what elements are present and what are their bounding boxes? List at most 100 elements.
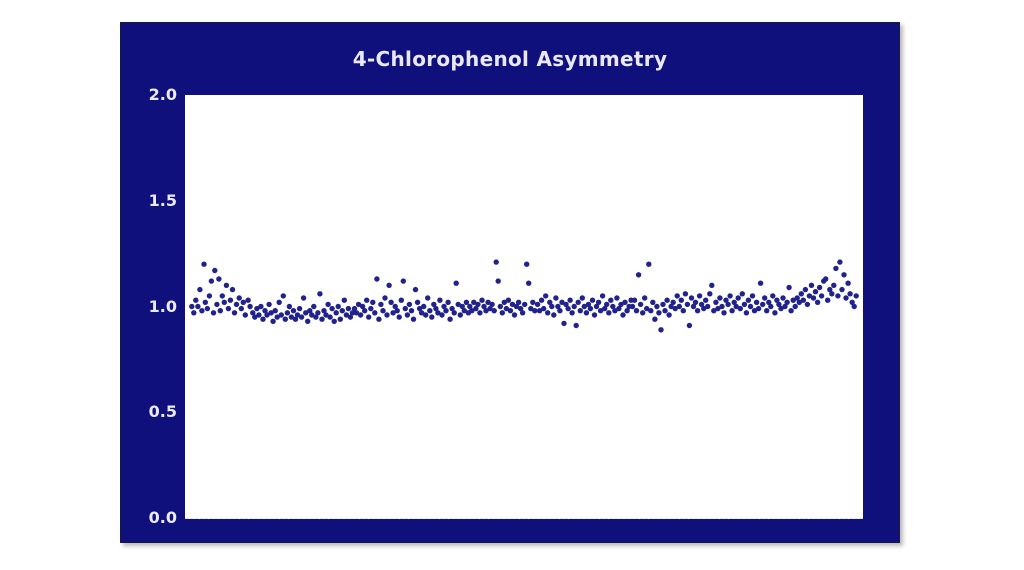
- data-point: [337, 316, 343, 322]
- data-point: [757, 280, 764, 286]
- data-point: [382, 295, 388, 301]
- data-point: [802, 286, 809, 293]
- data-point: [264, 312, 270, 318]
- data-point: [204, 305, 211, 312]
- data-point: [443, 308, 449, 314]
- data-point: [696, 293, 703, 299]
- data-point: [272, 308, 278, 314]
- data-point: [823, 276, 829, 282]
- data-point: [258, 303, 264, 310]
- data-point: [423, 312, 429, 318]
- data-point: [549, 303, 555, 310]
- data-point: [764, 308, 770, 314]
- data-point: [260, 316, 266, 322]
- data-point: [199, 308, 205, 314]
- data-point: [640, 310, 646, 316]
- data-point: [808, 282, 815, 288]
- data-point: [335, 303, 341, 310]
- data-point: [833, 265, 839, 272]
- data-point: [666, 312, 672, 318]
- data-point: [240, 299, 246, 305]
- data-point: [646, 261, 652, 267]
- data-point: [394, 308, 400, 314]
- data-point: [806, 293, 813, 299]
- data-point: [247, 303, 253, 310]
- data-point: [790, 297, 796, 303]
- data-point: [378, 301, 384, 308]
- data-point: [688, 295, 695, 301]
- data-point: [536, 308, 543, 314]
- data-point: [270, 318, 276, 324]
- data-point: [652, 316, 658, 322]
- data-point: [674, 293, 680, 299]
- data-point: [743, 310, 750, 316]
- data-point: [431, 301, 437, 308]
- data-point: [770, 293, 776, 299]
- data-point: [654, 303, 660, 310]
- data-point: [210, 310, 217, 316]
- data-point: [317, 291, 323, 297]
- data-point: [489, 301, 495, 308]
- data-point: [776, 301, 782, 308]
- data-point: [637, 301, 644, 308]
- data-point: [604, 301, 610, 308]
- data-point: [463, 299, 470, 305]
- data-point: [457, 312, 463, 318]
- data-point: [280, 293, 286, 299]
- data-point: [256, 312, 262, 318]
- data-point: [545, 310, 551, 316]
- data-point: [721, 310, 727, 316]
- y-tick-label: 0.5: [148, 402, 177, 422]
- y-tick-label: 2.0: [148, 85, 177, 104]
- data-point: [524, 261, 530, 267]
- data-point: [305, 318, 311, 324]
- data-point: [408, 308, 415, 314]
- data-point: [784, 299, 790, 305]
- data-point: [425, 295, 431, 301]
- data-point: [559, 299, 565, 305]
- data-point: [227, 297, 234, 303]
- data-point: [644, 305, 650, 312]
- data-point: [794, 295, 800, 301]
- data-point: [587, 305, 594, 312]
- data-point: [517, 305, 524, 312]
- data-point: [618, 301, 624, 308]
- data-point: [238, 305, 244, 312]
- data-point: [810, 295, 817, 301]
- chart-panel: 4-Chlorophenol Asymmetry 2.0 1.5 1.0 0.5 0.0: [120, 22, 900, 543]
- data-point: [471, 299, 477, 305]
- data-point: [191, 310, 197, 316]
- data-point: [853, 293, 859, 299]
- data-point: [682, 291, 689, 297]
- data-point: [532, 308, 538, 314]
- data-point: [635, 272, 642, 278]
- data-point: [571, 303, 577, 310]
- data-point: [435, 310, 441, 316]
- data-point: [311, 303, 317, 310]
- data-point: [339, 308, 345, 314]
- data-point: [449, 305, 455, 312]
- data-point: [439, 312, 445, 318]
- data-point: [511, 312, 518, 318]
- data-point: [501, 299, 507, 305]
- data-point: [368, 305, 374, 312]
- data-point: [233, 301, 240, 308]
- data-point: [421, 303, 427, 310]
- data-point: [321, 308, 327, 314]
- data-point: [345, 305, 352, 312]
- data-point: [433, 305, 439, 312]
- data-point: [376, 316, 382, 322]
- data-point: [804, 301, 811, 308]
- data-point: [616, 305, 622, 312]
- data-point: [528, 305, 534, 312]
- data-point: [325, 301, 331, 308]
- data-point: [396, 314, 402, 320]
- data-point: [555, 303, 561, 310]
- data-point: [541, 305, 547, 312]
- data-point: [193, 297, 199, 303]
- data-point: [676, 303, 682, 310]
- data-point: [614, 295, 620, 301]
- data-point: [849, 299, 855, 305]
- data-point: [553, 295, 559, 301]
- data-point: [201, 261, 207, 267]
